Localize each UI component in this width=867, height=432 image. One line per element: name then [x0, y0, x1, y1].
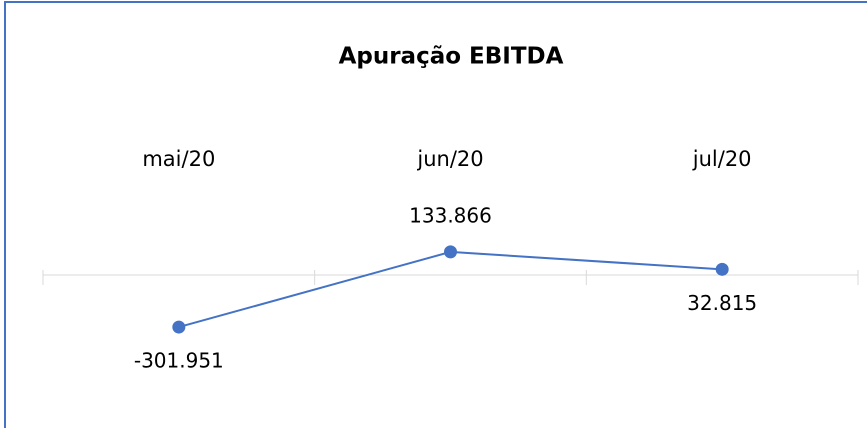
data-label: 133.866	[409, 203, 492, 227]
chart-frame	[4, 1, 867, 432]
x-tick-label: jul/20	[692, 147, 752, 171]
chart-title: Apuração EBITDA	[339, 44, 564, 70]
x-tick-label: jun/20	[416, 147, 483, 171]
data-label: 32.815	[687, 291, 757, 315]
point	[715, 262, 729, 276]
point	[172, 320, 186, 334]
point	[444, 245, 457, 259]
data-label: -301.951	[134, 349, 224, 373]
x-tick-label: mai/20	[142, 147, 215, 171]
